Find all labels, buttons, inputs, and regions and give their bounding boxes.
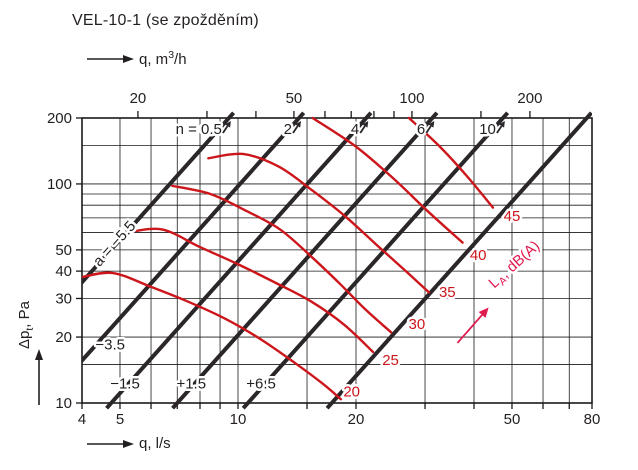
tick-label: 200	[47, 110, 72, 127]
tick-label: 20	[348, 411, 365, 428]
tick-label: 10	[230, 411, 247, 428]
tick-label: 100	[47, 176, 72, 193]
top-axis-title: q, m3/h	[139, 49, 187, 68]
tick-label: 4	[78, 411, 86, 428]
noise-level-label: 45	[504, 208, 521, 225]
valve-line	[241, 111, 510, 410]
valve-line-labels: n = 0.5 2 4 6 10 a = −5.5 −3.5 −1.5 +1.5 +6.5	[87, 119, 505, 395]
valve-bottom-label: −1.5	[110, 375, 140, 392]
tick-label: 80	[584, 411, 601, 428]
valve-line	[82, 111, 306, 364]
valve-bottom-label: −3.5	[95, 336, 125, 353]
noise-level-label: 40	[470, 247, 487, 264]
tick-label: 10	[55, 395, 72, 412]
valve-top-label: n = 0.5	[176, 121, 222, 138]
bottom-axis-title: q, l/s	[139, 435, 171, 452]
tick-label: 30	[55, 290, 72, 307]
noise-curve-45	[407, 116, 495, 209]
left-axis-unit-prefix: Δp	[16, 330, 33, 349]
valve-bottom-label: +1.5	[176, 375, 206, 392]
tick-label: 50	[504, 411, 521, 428]
left-axis-title: Δpt, Pa	[16, 301, 36, 349]
plot-border	[81, 117, 593, 404]
tick-label: 5	[116, 411, 124, 428]
tick-label: 200	[517, 90, 542, 107]
valve-line	[82, 111, 236, 286]
top-axis-unit-suffix: /h	[174, 51, 187, 68]
noise-curves	[82, 116, 495, 401]
valve-bottom-label: a = −5.5	[90, 218, 139, 270]
valve-top-label: 2	[284, 121, 292, 138]
axis-ticks	[76, 111, 593, 409]
noise-level-label: 35	[439, 284, 456, 301]
valve-bottom-label: +6.5	[246, 375, 276, 392]
tick-label: 50	[55, 242, 72, 259]
noise-curve-40	[311, 116, 464, 244]
noise-curve-35	[207, 152, 431, 294]
top-axis-unit-prefix: q, m	[139, 51, 169, 68]
tick-label: 100	[399, 90, 424, 107]
valve-top-label: 10	[479, 121, 496, 138]
noise-level-label: 30	[409, 316, 426, 333]
valve-line	[171, 111, 439, 410]
left-axis-unit-sub: t	[24, 327, 36, 331]
valve-top-label: 4	[351, 121, 359, 138]
noise-level-label: 20	[343, 383, 360, 400]
tick-label: 20	[55, 329, 72, 346]
tick-label: 50	[286, 90, 303, 107]
valve-top-label: 6	[417, 121, 425, 138]
noise-curve-25	[125, 227, 375, 354]
tick-label: 40	[55, 263, 72, 280]
noise-curve-30	[171, 184, 393, 334]
tick-label: 20	[130, 90, 147, 107]
chart-title: VEL-10-1 (se zpožděním)	[72, 12, 259, 29]
noise-level-labels: 20 25 30 35 40 45	[341, 205, 523, 403]
axis-title-arrows	[35, 55, 134, 448]
noise-axis-label-text: LA, dB(A)	[485, 238, 544, 294]
left-axis-unit-suffix: , Pa	[16, 301, 33, 328]
valve-line	[325, 111, 592, 410]
noise-curve-20	[82, 271, 343, 401]
top-axis-unit-exponent: 3	[168, 49, 175, 61]
noise-level-label: 25	[382, 352, 399, 369]
valve-line	[105, 111, 373, 410]
valve-lines	[82, 111, 592, 410]
